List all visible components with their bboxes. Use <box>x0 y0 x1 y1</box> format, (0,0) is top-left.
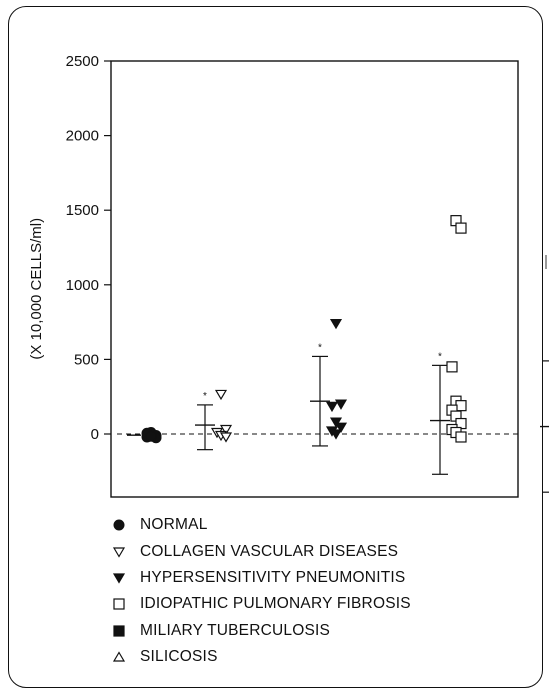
legend-symbol <box>113 519 125 531</box>
legend-marker-circle-filled-icon <box>112 518 140 532</box>
legend-label: MILIARY TUBERCULOSIS <box>140 621 331 639</box>
y-tick-label: 1000 <box>66 277 99 294</box>
legend-symbol <box>112 651 126 662</box>
group-collagen-vascular-diseases: * <box>195 389 233 451</box>
significance-mark: * <box>203 391 207 402</box>
legend-item: SILICOSIS <box>112 644 411 670</box>
legend-marker-square-open-icon <box>112 597 140 611</box>
data-point <box>334 399 348 410</box>
legend-symbol <box>113 598 125 610</box>
legend-item: MILIARY TUBERCULOSIS <box>112 618 411 644</box>
y-tick-label: 1500 <box>66 202 99 219</box>
legend-item: NORMAL <box>112 512 411 538</box>
data-point <box>455 222 467 234</box>
y-tick-label: 0 <box>91 426 99 443</box>
data-point <box>214 389 228 401</box>
significance-mark: * <box>438 351 442 362</box>
legend-label: COLLAGEN VASCULAR DISEASES <box>140 542 399 560</box>
significance-mark: * <box>318 342 322 353</box>
group-normal <box>127 427 162 444</box>
legend-item: IDIOPATHIC PULMONARY FIBROSIS <box>112 591 411 617</box>
data-point <box>329 429 343 440</box>
y-tick-label: 2500 <box>66 53 99 70</box>
y-axis-label: (X 10,000 CELLS/ml) <box>28 218 45 360</box>
legend-symbol <box>112 573 126 584</box>
data-point <box>219 432 233 443</box>
legend: NORMAL COLLAGEN VASCULAR DISEASES HYPERSEN… <box>112 512 411 670</box>
legend-symbol <box>112 546 126 558</box>
data-point <box>329 417 343 428</box>
legend-marker-triangle-down-open-icon <box>112 545 140 559</box>
data-point <box>446 361 458 373</box>
legend-item: HYPERSENSITIVITY PNEUMONITIS <box>112 565 411 591</box>
legend-marker-triangle-down-filled-icon <box>112 571 140 585</box>
legend-symbol <box>113 625 125 637</box>
legend-marker-triangle-up-open-icon <box>112 650 140 664</box>
data-point <box>219 424 233 436</box>
legend-label: SILICOSIS <box>140 648 218 666</box>
legend-label: NORMAL <box>140 516 208 534</box>
scan-artifact <box>545 255 547 269</box>
legend-marker-square-filled-icon <box>112 624 140 638</box>
plot-area <box>110 60 519 498</box>
y-tick-label: 500 <box>74 351 99 368</box>
data-point <box>329 318 343 330</box>
figure-frame <box>8 6 543 688</box>
legend-label: HYPERSENSITIVITY PNEUMONITIS <box>140 568 406 586</box>
data-point <box>455 431 467 443</box>
legend-item: COLLAGEN VASCULAR DISEASES <box>112 538 411 564</box>
data-point <box>334 422 348 433</box>
y-tick-label: 2000 <box>66 128 99 145</box>
group-hypersensitivity-pneumonitis: * <box>310 318 348 447</box>
legend-label: IDIOPATHIC PULMONARY FIBROSIS <box>140 595 411 613</box>
data-point <box>145 430 157 442</box>
group-idiopathic-pulmonary-fibrosis: * <box>430 215 467 475</box>
data-point <box>325 401 339 413</box>
group-miliary-tuberculosis <box>540 360 549 493</box>
